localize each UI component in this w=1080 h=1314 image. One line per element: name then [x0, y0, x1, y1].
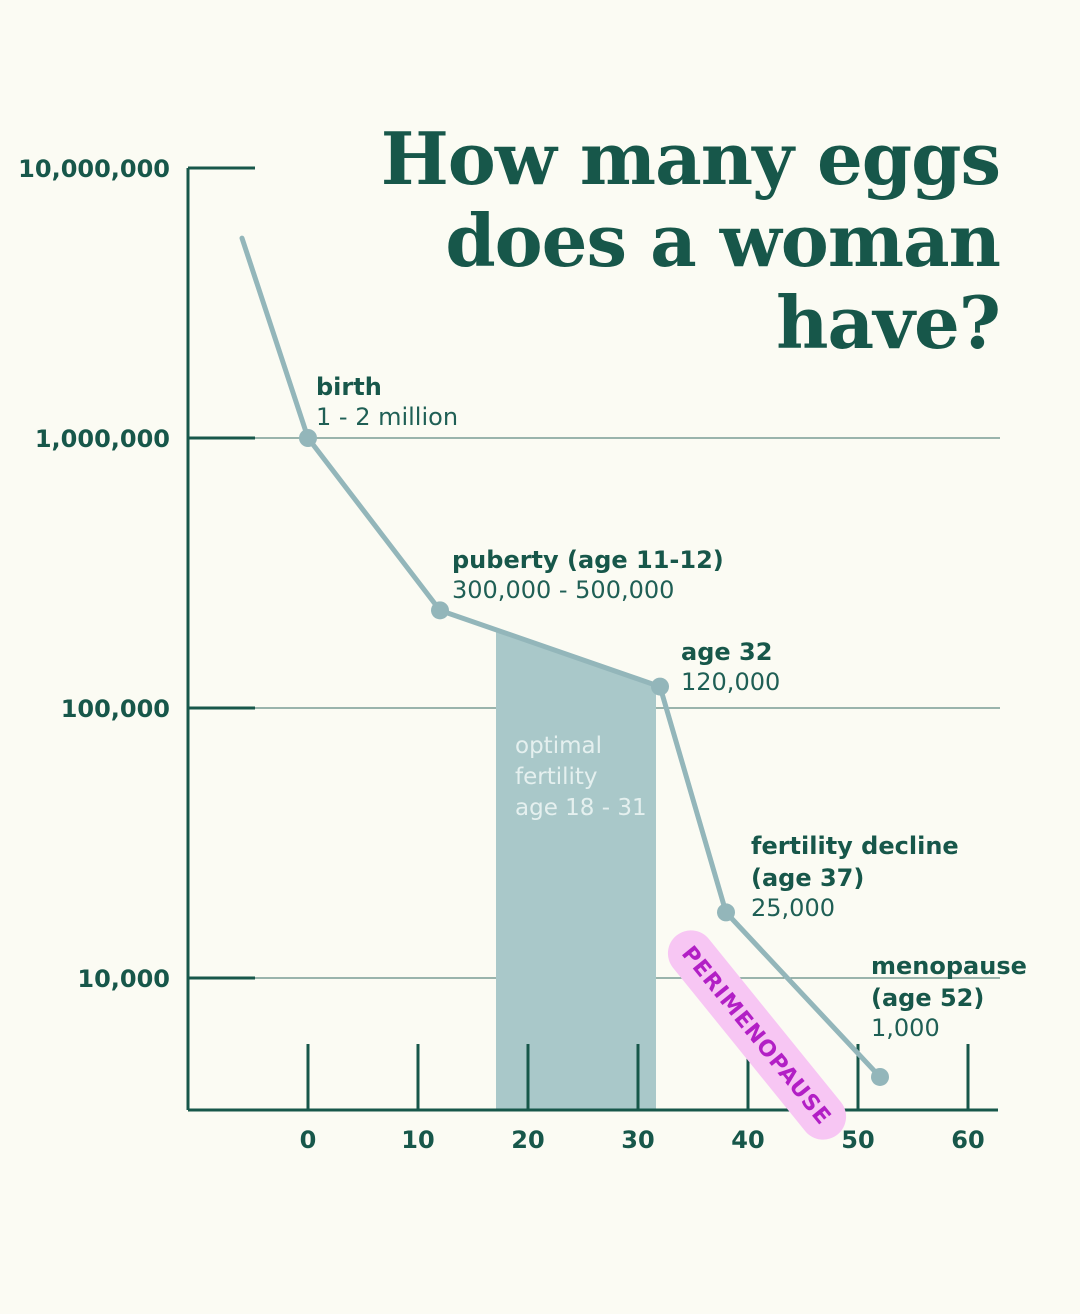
band-label-line: fertility [515, 764, 598, 790]
x-tick-label: 50 [841, 1126, 874, 1154]
annotation-value: 1,000 [871, 1014, 940, 1042]
annotation-value: 25,000 [751, 894, 835, 922]
perimenopause-label: PERIMENOPAUSE [676, 942, 835, 1131]
data-point [651, 677, 669, 696]
title-line-1: How many eggs [380, 116, 1001, 201]
annotation-value: 120,000 [681, 668, 780, 696]
data-point [871, 1067, 889, 1086]
x-tick-label: 40 [731, 1126, 764, 1154]
x-tick-label: 30 [621, 1126, 654, 1154]
annotation-title: fertility decline [751, 832, 959, 860]
band-label-line: age 18 - 31 [515, 795, 647, 821]
y-tick-label: 10,000,000 [18, 155, 170, 183]
x-tick-label: 10 [401, 1126, 434, 1154]
data-point [717, 903, 735, 922]
data-point [431, 601, 449, 620]
x-tick-label: 60 [951, 1126, 984, 1154]
y-tick-label: 100,000 [61, 695, 170, 723]
band-label-line: optimal [515, 733, 602, 759]
annotation-title: puberty (age 11-12) [452, 546, 724, 574]
annotation-title: (age 52) [871, 984, 984, 1012]
annotation-title: birth [316, 373, 382, 401]
chart-title: How many eggs does a woman have? [280, 116, 1001, 365]
x-tick-label: 0 [300, 1126, 317, 1154]
x-tick-label: 20 [511, 1126, 544, 1154]
annotation-value: 300,000 - 500,000 [452, 576, 674, 604]
perimenopause-badge: PERIMENOPAUSE [667, 930, 847, 1140]
annotation-title: menopause [871, 952, 1027, 980]
y-tick-label: 10,000 [77, 965, 170, 993]
data-point [299, 429, 317, 447]
series-line [239, 235, 883, 1080]
title-line-2: does a woman [445, 198, 1001, 283]
annotation-title: (age 37) [751, 864, 864, 892]
y-tick-label: 1,000,000 [35, 425, 170, 453]
optimal-fertility-band [496, 629, 656, 1110]
annotation-value: 1 - 2 million [316, 403, 458, 431]
perimenopause-pill [667, 930, 847, 1140]
title-line-3: have? [776, 280, 1001, 365]
annotation-title: age 32 [681, 638, 772, 666]
